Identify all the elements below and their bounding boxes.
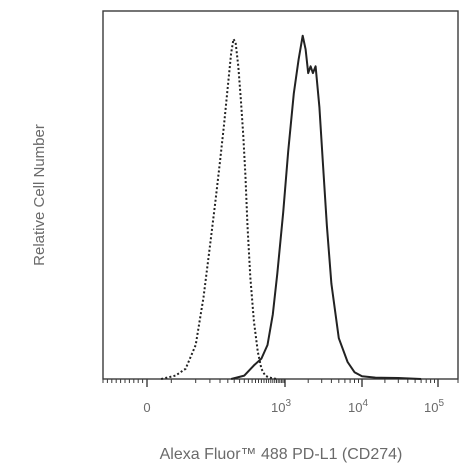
plot-frame — [102, 10, 459, 380]
x-minor-ticks — [102, 379, 459, 383]
x-tick-label: 0 — [143, 400, 150, 415]
series-line-dotted — [160, 38, 278, 380]
x-major-ticks — [146, 379, 439, 387]
x-tick-label: 103 — [271, 398, 291, 415]
series-line-solid — [230, 34, 422, 380]
series-layer — [160, 34, 422, 380]
x-tick-label-exponent: 5 — [438, 398, 444, 409]
x-axis-label: Alexa Fluor™ 488 PD-L1 (CD274) — [160, 446, 403, 463]
x-tick-label-exponent: 3 — [285, 398, 291, 409]
x-tick-label: 104 — [348, 398, 368, 415]
x-tick-labels: 0 103 104 105 — [143, 398, 444, 415]
y-axis-label: Relative Cell Number — [31, 124, 48, 266]
x-tick-label: 105 — [424, 398, 444, 415]
x-tick-label-exponent: 4 — [362, 398, 368, 409]
